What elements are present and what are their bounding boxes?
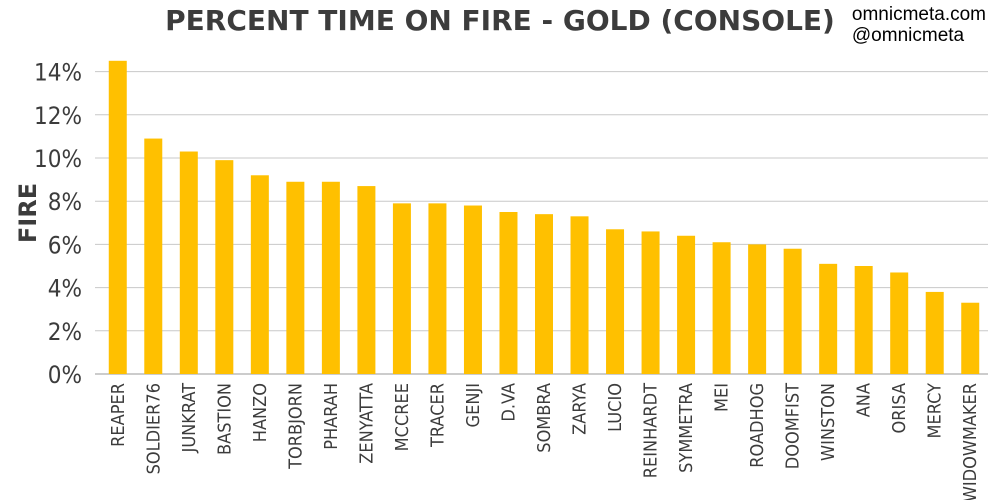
bar	[286, 181, 305, 374]
x-tick-label: LUCIO	[605, 383, 626, 432]
x-tick-label: SYMMETRA	[676, 383, 697, 473]
x-tick-label: HANZO	[250, 383, 271, 442]
bar	[890, 272, 909, 374]
y-tick-label: 4%	[48, 275, 82, 303]
bar	[392, 203, 411, 374]
x-tick-label: DOOMFIST	[783, 383, 804, 469]
y-tick-labels: 0% 2% 4% 6% 8% 10% 12% 14%	[34, 59, 82, 389]
y-axis-label: FIRE	[14, 183, 42, 243]
x-tick-label: ZENYATTA	[356, 383, 377, 464]
bars	[108, 60, 980, 375]
bar	[819, 263, 838, 374]
y-tick-label: 2%	[48, 318, 82, 346]
bar	[108, 60, 127, 375]
bar	[570, 216, 589, 374]
x-tick-label: MCCREE	[392, 383, 413, 451]
chart-title: PERCENT TIME ON FIRE - GOLD (CONSOLE)	[165, 4, 835, 37]
bar	[144, 138, 163, 374]
bar	[712, 242, 731, 374]
bar	[925, 291, 944, 374]
x-tick-label: WINSTON	[818, 383, 839, 461]
x-tick-label: MERCY	[925, 383, 946, 439]
x-tick-label: SOMBRA	[534, 383, 555, 453]
bar	[321, 181, 340, 374]
bar	[641, 231, 660, 374]
x-tick-label: TORBJORN	[285, 383, 306, 470]
x-tick-label: TRACER	[427, 383, 448, 448]
x-tick-label: BASTION	[214, 383, 235, 455]
x-tick-label: MEI	[712, 383, 733, 412]
x-tick-label: WIDOWMAKER	[960, 383, 981, 500]
bar	[854, 266, 873, 374]
y-tick-label: 8%	[48, 188, 82, 216]
x-tick-labels: REAPER SOLDIER76 JUNKRAT BASTION HANZO TORBJO…	[108, 383, 981, 500]
bar	[215, 160, 234, 374]
bar	[428, 203, 447, 374]
bar	[179, 151, 198, 374]
bar	[357, 186, 376, 374]
x-tick-label: REAPER	[108, 383, 129, 447]
watermark-handle: @omnicmeta	[851, 25, 965, 46]
bar	[961, 302, 980, 374]
y-tick-label: 0%	[48, 361, 82, 389]
x-tick-label: JUNKRAT	[179, 383, 200, 454]
bar	[535, 214, 553, 374]
y-tick-label: 10%	[34, 145, 82, 173]
x-tick-label: SOLDIER76	[143, 383, 164, 474]
x-tick-label: ZARYA	[570, 383, 591, 435]
x-tick-label: ROADHOG	[747, 383, 768, 468]
x-tick-label: D.VA	[498, 383, 519, 422]
x-tick-label: GENJI	[463, 383, 484, 427]
y-tick-label: 14%	[34, 59, 82, 87]
x-tick-label: PHARAH	[321, 383, 342, 450]
bar	[748, 244, 767, 374]
x-tick-label: ORISA	[889, 383, 910, 433]
bar	[783, 248, 802, 374]
y-tick-label: 12%	[34, 102, 82, 130]
x-tick-label: REINHARDT	[641, 383, 662, 478]
bar	[677, 235, 696, 374]
bar	[463, 205, 482, 374]
y-tick-label: 6%	[48, 231, 82, 259]
watermark: omnicmeta.com @omnicmeta	[852, 4, 986, 46]
bar	[606, 229, 625, 374]
watermark-site: omnicmeta.com	[851, 4, 986, 25]
bar	[250, 175, 269, 374]
x-tick-label: ANA	[854, 383, 875, 417]
bar	[499, 212, 518, 374]
